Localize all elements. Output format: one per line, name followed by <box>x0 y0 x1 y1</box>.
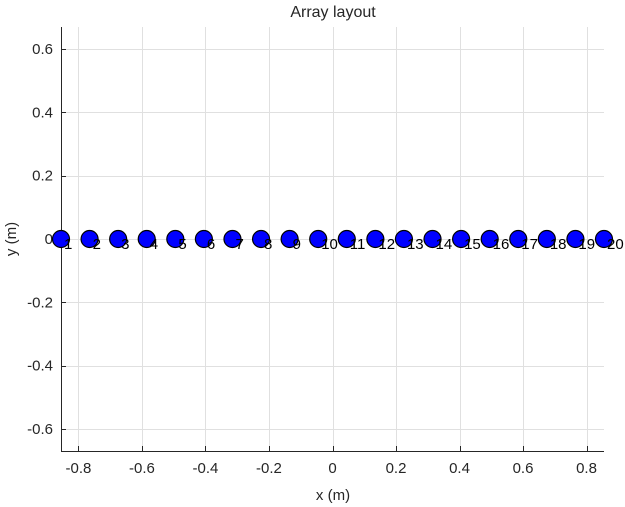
array-element-1 <box>51 229 71 249</box>
element-label-16: 16 <box>493 236 510 253</box>
chart-title: Array layout <box>290 4 376 21</box>
element-label-19: 19 <box>578 236 595 253</box>
array-element-17 <box>509 229 528 249</box>
element-labels: 1 2 3 4 5 6 7 8 9 10 11 12 13 14 15 16 17 18 19 20 <box>64 236 624 253</box>
y-tick-label-4: 0.2 <box>32 168 53 185</box>
element-label-14: 14 <box>436 236 453 253</box>
x-tick-label-7: 0.6 <box>513 460 534 477</box>
element-label-7: 7 <box>235 236 243 253</box>
element-label-8: 8 <box>264 236 272 253</box>
element-label-18: 18 <box>550 236 567 253</box>
array-element-8 <box>251 229 271 249</box>
y-tick-label-1: -0.4 <box>27 358 53 375</box>
element-label-13: 13 <box>407 236 424 253</box>
array-element-12 <box>366 229 385 249</box>
x-tick-label-1: -0.6 <box>129 460 155 477</box>
array-element-4 <box>137 229 156 249</box>
array-element-6 <box>194 229 213 249</box>
x-tick-label-3: -0.2 <box>256 460 282 477</box>
element-label-5: 5 <box>178 236 186 253</box>
y-tick-label-5: 0.4 <box>32 104 53 121</box>
array-element-5 <box>166 229 185 249</box>
array-element-11 <box>337 229 356 249</box>
array-element-18 <box>537 229 556 249</box>
x-tick-label-6: 0.4 <box>449 460 470 477</box>
x-tick-label-4: 0 <box>328 460 336 477</box>
element-label-3: 3 <box>121 236 129 253</box>
data-points <box>51 229 614 249</box>
array-element-20 <box>594 229 614 249</box>
array-element-16 <box>480 229 499 249</box>
element-label-2: 2 <box>93 236 101 253</box>
array-element-7 <box>223 229 242 249</box>
element-label-1: 1 <box>64 236 72 253</box>
element-label-17: 17 <box>521 236 538 253</box>
array-element-3 <box>109 229 128 249</box>
x-tick-label-5: 0.2 <box>386 460 407 477</box>
y-tick-label-0: -0.6 <box>27 421 53 438</box>
element-label-9: 9 <box>293 236 301 253</box>
x-axis-label: x (m) <box>316 487 350 504</box>
x-tick-label-8: 0.8 <box>576 460 597 477</box>
element-label-4: 4 <box>150 236 158 253</box>
y-tick-label-6: 0.6 <box>32 41 53 58</box>
y-axis-label: y (m) <box>3 222 20 256</box>
element-label-6: 6 <box>207 236 215 253</box>
array-element-14 <box>423 229 442 249</box>
y-tick-label-3: 0 <box>45 231 53 248</box>
array-element-13 <box>394 229 414 249</box>
x-tick-label-2: -0.4 <box>193 460 219 477</box>
y-tick-label-2: -0.2 <box>27 294 53 311</box>
element-label-11: 11 <box>350 236 366 253</box>
element-label-12: 12 <box>378 236 395 253</box>
array-element-2 <box>80 229 99 249</box>
array-element-10 <box>309 229 328 249</box>
array-element-15 <box>452 229 471 249</box>
x-tick-label-0: -0.8 <box>66 460 92 477</box>
element-label-20: 20 <box>607 236 624 253</box>
array-element-9 <box>280 229 299 249</box>
element-label-15: 15 <box>464 236 481 253</box>
array-element-19 <box>566 229 585 249</box>
tick-labels: -0.8 -0.6 -0.4 -0.2 0 0.2 0.4 0.6 0.8 -0.6 -0.4 -0.… <box>27 41 597 477</box>
element-label-10: 10 <box>321 236 338 253</box>
